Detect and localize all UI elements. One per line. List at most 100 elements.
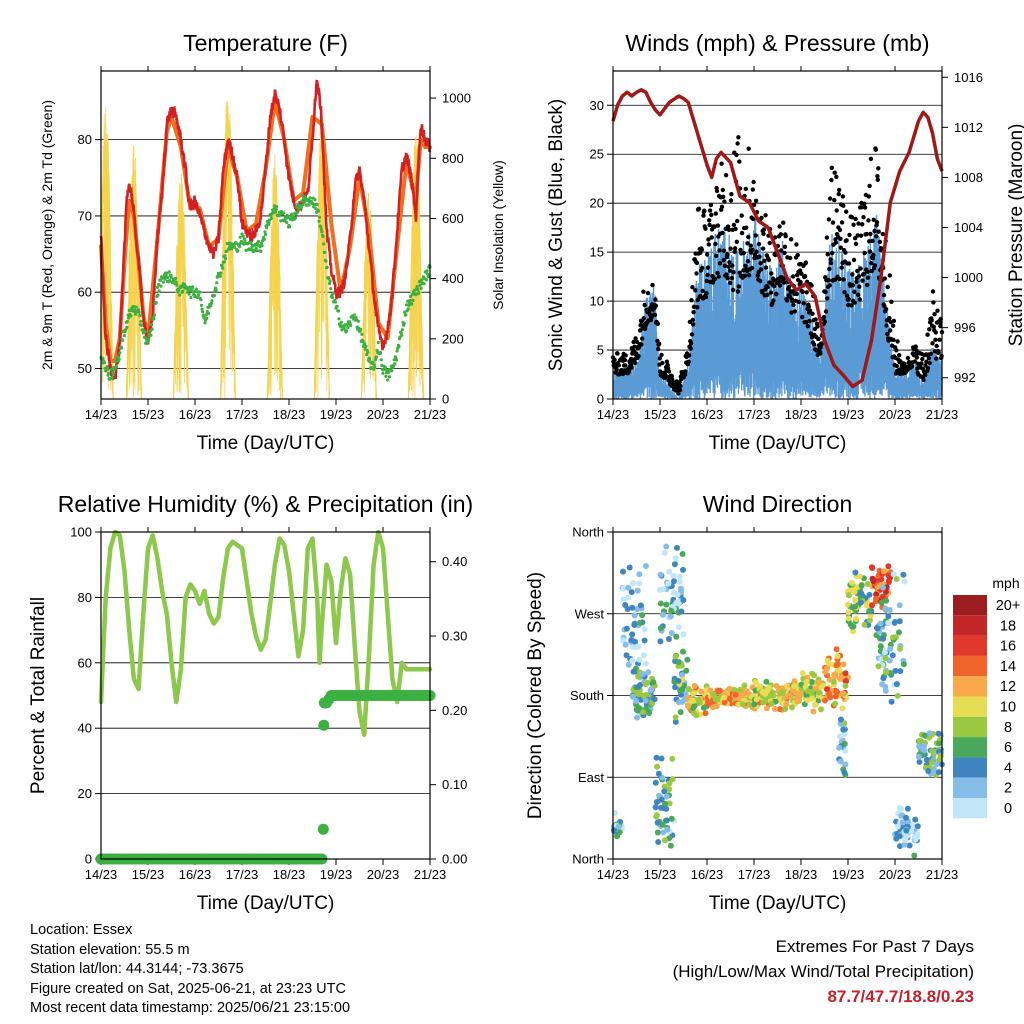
gust-point — [688, 346, 693, 351]
direction-point — [904, 805, 911, 812]
gust-point — [838, 236, 843, 241]
rh-y2tick-label: 0.20 — [442, 703, 467, 718]
direction-point — [702, 710, 709, 717]
gust-point — [763, 213, 768, 218]
direction-point — [841, 740, 848, 747]
dewpoint-point — [178, 293, 182, 297]
direction-point — [629, 631, 636, 638]
gust-point — [858, 266, 863, 271]
dewpoint-point — [346, 325, 350, 329]
direction-point — [642, 563, 649, 569]
gust-point — [843, 250, 848, 255]
direction-point — [663, 793, 670, 800]
gust-point — [732, 249, 737, 254]
direction-point — [840, 661, 847, 668]
gust-point — [834, 174, 839, 179]
gust-point — [837, 276, 842, 282]
dir-ytick-label: East — [578, 770, 604, 785]
gust-point — [860, 278, 865, 283]
rh-ylabel: Percent & Total Rainfall — [28, 597, 49, 794]
gust-point — [708, 202, 714, 208]
gust-point — [881, 292, 887, 298]
direction-point — [644, 679, 651, 686]
gust-point — [887, 273, 892, 278]
dewpoint-point — [212, 293, 216, 298]
wind-xtick-label: 20/23 — [879, 407, 912, 422]
gust-point — [836, 191, 841, 197]
gust-point — [751, 179, 756, 185]
direction-point — [762, 698, 769, 704]
direction-point — [673, 599, 680, 606]
dewpoint-point — [360, 332, 364, 336]
gust-point — [653, 303, 658, 308]
gust-point — [891, 337, 896, 343]
gust-point — [846, 296, 851, 302]
dewpoint-point — [214, 288, 218, 292]
dewpoint-point — [241, 234, 245, 238]
direction-point — [640, 671, 646, 677]
legend-label: 20+ — [996, 598, 1021, 614]
gust-point — [720, 230, 725, 235]
dewpoint-point — [125, 319, 129, 323]
dewpoint-point — [331, 292, 335, 296]
direction-point — [636, 571, 643, 578]
direction-point — [818, 706, 824, 713]
wind-ytick-label: 0 — [597, 392, 604, 407]
direction-point — [668, 607, 675, 614]
direction-point — [634, 714, 640, 721]
direction-point — [654, 763, 661, 770]
gust-point — [633, 336, 638, 341]
dewpoint-point — [205, 316, 209, 320]
dewpoint-series — [99, 194, 432, 382]
rh-xtick-label: 15/23 — [132, 867, 165, 882]
direction-point — [888, 698, 895, 705]
direction-point — [840, 726, 847, 733]
gust-point — [839, 220, 845, 225]
direction-point — [782, 694, 789, 700]
dewpoint-point — [400, 333, 404, 337]
gust-point — [760, 290, 765, 295]
gust-point — [690, 285, 695, 290]
gust-point — [616, 363, 621, 368]
dewpoint-point — [373, 358, 377, 362]
dewpoint-point — [404, 313, 408, 317]
gust-point — [753, 233, 758, 238]
dewpoint-point — [168, 279, 172, 283]
direction-point — [672, 653, 679, 660]
dewpoint-point — [302, 200, 306, 205]
direction-point — [679, 672, 686, 678]
direction-point — [912, 836, 919, 843]
gust-point — [748, 243, 753, 248]
gust-point — [709, 235, 714, 240]
temp-frame — [100, 70, 431, 400]
gust-point — [633, 360, 638, 366]
direction-point — [615, 823, 622, 830]
direction-point — [878, 656, 885, 663]
gust-point — [909, 364, 915, 369]
direction-point — [629, 657, 636, 664]
gust-point — [828, 257, 833, 262]
direction-point — [841, 769, 848, 776]
dewpoint-point — [127, 316, 131, 320]
gust-point — [725, 252, 730, 257]
temp-xtick-label: 20/23 — [367, 407, 400, 422]
rh-ytick-label: 60 — [78, 655, 92, 670]
gust-point — [840, 194, 846, 199]
gust-point — [655, 321, 660, 326]
legend-swatch — [953, 635, 987, 656]
direction-point — [629, 604, 636, 611]
gust-point — [927, 360, 932, 366]
gust-point — [766, 257, 772, 263]
gust-point — [691, 304, 697, 309]
gust-point — [759, 215, 764, 221]
direction-point — [623, 652, 630, 659]
gust-point — [885, 284, 890, 290]
dewpoint-point — [352, 313, 356, 317]
gust-point — [694, 271, 699, 276]
dewpoint-point — [313, 198, 317, 202]
dewpoint-point — [201, 310, 205, 314]
gust-point — [715, 270, 720, 276]
gust-point — [758, 267, 764, 272]
gust-point — [735, 289, 741, 294]
rh-xtick-label: 18/23 — [273, 867, 306, 882]
